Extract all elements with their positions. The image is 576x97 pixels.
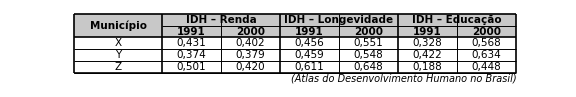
Text: 0,456: 0,456	[294, 38, 324, 48]
Text: 2000: 2000	[354, 27, 383, 37]
Bar	[74, 37, 516, 49]
Text: 0,379: 0,379	[236, 50, 266, 60]
Bar	[339, 26, 398, 37]
Bar	[74, 61, 516, 73]
Bar	[74, 49, 516, 61]
Text: Município: Município	[89, 20, 146, 31]
Text: 2000: 2000	[472, 27, 501, 37]
Text: 0,374: 0,374	[176, 50, 206, 60]
Text: Z: Z	[115, 62, 122, 72]
Bar	[457, 26, 516, 37]
Text: 0,431: 0,431	[176, 38, 206, 48]
Text: X: X	[115, 38, 122, 48]
Text: 0,420: 0,420	[236, 62, 265, 72]
Bar	[398, 26, 457, 37]
Bar	[280, 26, 339, 37]
Text: 1991: 1991	[295, 27, 324, 37]
Text: 0,568: 0,568	[472, 38, 502, 48]
Bar	[162, 14, 280, 26]
Text: 0,634: 0,634	[472, 50, 502, 60]
Text: 0,422: 0,422	[413, 50, 442, 60]
Text: Y: Y	[115, 50, 121, 60]
Text: 0,402: 0,402	[236, 38, 265, 48]
Text: 0,548: 0,548	[354, 50, 384, 60]
Bar	[162, 26, 221, 37]
Text: IDH – Longevidade: IDH – Longevidade	[285, 15, 393, 25]
Text: 1991: 1991	[177, 27, 206, 37]
Text: 0,448: 0,448	[472, 62, 502, 72]
Bar	[280, 14, 398, 26]
Text: IDH – Renda: IDH – Renda	[185, 15, 256, 25]
Text: 0,459: 0,459	[294, 50, 324, 60]
Bar	[74, 14, 162, 37]
Text: 0,648: 0,648	[354, 62, 384, 72]
Text: 0,328: 0,328	[413, 38, 442, 48]
Text: 0,551: 0,551	[354, 38, 384, 48]
Text: 1991: 1991	[413, 27, 442, 37]
Text: 2000: 2000	[236, 27, 265, 37]
Text: (Atlas do Desenvolvimento Humano no Brasil): (Atlas do Desenvolvimento Humano no Bras…	[290, 74, 516, 84]
Text: 0,611: 0,611	[294, 62, 324, 72]
Text: IDH – Educação: IDH – Educação	[412, 15, 502, 25]
Text: 0,501: 0,501	[176, 62, 206, 72]
Bar	[398, 14, 516, 26]
Bar	[221, 26, 280, 37]
Text: 0,188: 0,188	[413, 62, 442, 72]
